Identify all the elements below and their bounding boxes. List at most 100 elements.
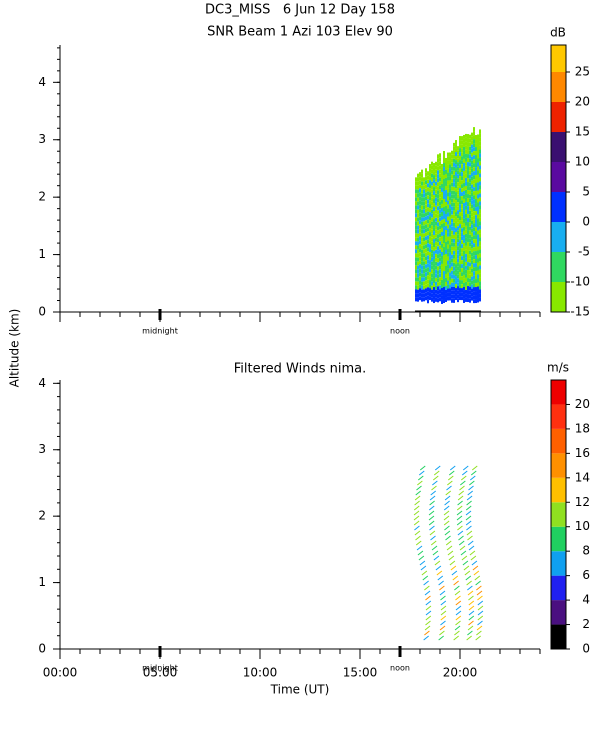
field-cell [463,202,465,207]
field-cell [423,225,425,230]
wind-barb [425,620,431,626]
field-cell [469,170,471,175]
wind-barb [414,525,420,531]
field-cell [459,228,461,233]
field-cell [443,199,445,204]
wind-barb [433,470,440,476]
field-cell [457,274,459,279]
field-cell [451,298,453,303]
colorbar-bin [551,453,566,478]
field-cell [429,172,431,177]
field-cell [449,236,451,241]
field-cell [429,284,431,289]
field-cell [431,229,433,234]
field-cell [477,258,479,263]
field-cell [427,195,429,200]
field-cell [479,237,481,242]
field-cell [479,277,481,282]
field-cell [467,274,469,279]
wind-barb [413,505,420,511]
field-cell [467,226,469,231]
field-cell [439,269,441,274]
field-cell [471,164,473,169]
field-cell [459,212,461,217]
field-cell [461,148,463,153]
field-cell [469,174,471,179]
field-cell [473,235,475,240]
wind-barb [438,635,444,641]
field-cell [423,217,425,222]
field-cell [427,251,429,256]
field-cell [429,164,431,169]
field-cell [439,197,441,202]
field-cell [429,180,431,185]
field-cell [463,226,465,231]
wind-barb [440,600,447,606]
field-cell [473,227,475,232]
wind-barb [419,560,426,566]
wind-barb [425,610,432,616]
field-cell [459,296,461,301]
wind-barb [454,630,460,636]
field-cell [451,178,453,183]
field-cell [449,292,451,297]
field-cell [457,146,459,151]
field-cell [459,268,461,273]
wind-barb [452,575,459,581]
field-cell [415,273,417,278]
field-cell [463,150,465,155]
field-cell [477,210,479,215]
field-cell [479,281,481,286]
field-cell [461,256,463,261]
field-cell [475,171,477,176]
field-cell [455,200,457,205]
field-cell [439,193,441,198]
field-cell [473,283,475,288]
field-cell [471,232,473,237]
field-cell [441,235,443,240]
field-cell [459,148,461,153]
field-cell [429,296,431,301]
wind-barb [467,490,474,496]
field-cell [429,224,431,229]
field-cell [431,277,433,282]
field-cell [455,276,457,281]
field-cell [443,295,445,300]
field-cell [471,220,473,225]
field-cell [465,133,467,138]
colorbar-bin [551,282,566,312]
field-cell [461,208,463,213]
field-cell [471,188,473,193]
field-cell [441,287,443,292]
field-cell [445,221,447,226]
field-cell [425,252,427,257]
field-cell [419,268,421,273]
field-cell [445,245,447,250]
field-cell [447,164,449,169]
wind-barb [443,515,450,521]
field-cell [447,280,449,285]
field-cell [469,262,471,267]
wind-barb [473,570,480,576]
field-cell [427,183,429,188]
field-cell [439,293,441,298]
field-cell [447,212,449,217]
field-cell [461,268,463,273]
field-cell [441,255,443,260]
field-cell [467,150,469,155]
field-cell [447,256,449,261]
field-cell [455,264,457,269]
y-axis-label: Altitude (km) [8,309,22,388]
wind-barb [428,505,435,511]
field-cell [455,260,457,265]
field-cell [455,244,457,249]
field-cell [449,280,451,285]
field-cell [455,204,457,209]
field-cell [471,140,473,145]
field-cell [459,160,461,165]
wind-barb [463,565,470,571]
field-cell [419,244,421,249]
field-cell [461,292,463,297]
wind-barb [459,485,465,491]
field-cell [435,169,437,174]
